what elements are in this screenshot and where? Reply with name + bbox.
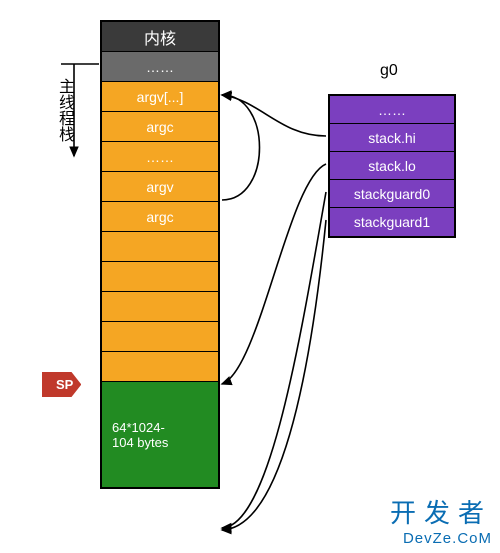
main-stack-cell: …… bbox=[102, 52, 218, 82]
arrow bbox=[222, 164, 326, 384]
side-label: 主线程栈 bbox=[52, 78, 76, 142]
main-stack-cell: …… bbox=[102, 142, 218, 172]
main-stack-cell bbox=[102, 352, 218, 382]
main-stack-cell: argv bbox=[102, 172, 218, 202]
g0-cell: stack.lo bbox=[330, 152, 454, 180]
sp-badge: SP bbox=[42, 372, 81, 397]
main-stack-cell: 内核 bbox=[102, 22, 218, 52]
main-stack-cell bbox=[102, 262, 218, 292]
g0-title: g0 bbox=[380, 62, 398, 80]
main-stack: 内核……argv[...]argc……argvargc64*1024- 104 … bbox=[100, 20, 220, 489]
arrow bbox=[222, 220, 326, 530]
main-stack-cell bbox=[102, 322, 218, 352]
g0-cell: …… bbox=[330, 96, 454, 124]
g0-cell: stackguard1 bbox=[330, 208, 454, 236]
g0-stack: ……stack.histack.lostackguard0stackguard1 bbox=[328, 94, 456, 238]
main-stack-cell: argc bbox=[102, 202, 218, 232]
main-stack-cell: argv[...] bbox=[102, 82, 218, 112]
g0-cell: stackguard0 bbox=[330, 180, 454, 208]
arrow bbox=[222, 192, 326, 528]
arrow bbox=[222, 95, 260, 200]
main-stack-green-block: 64*1024- 104 bytes bbox=[102, 382, 218, 487]
main-stack-cell: argc bbox=[102, 112, 218, 142]
watermark: 开发者 DevZe.CoM bbox=[390, 493, 492, 547]
watermark-en: DevZe.CoM bbox=[390, 530, 492, 547]
arrow bbox=[222, 95, 326, 136]
g0-cell: stack.hi bbox=[330, 124, 454, 152]
watermark-cn: 开发者 bbox=[390, 493, 492, 530]
main-stack-cell bbox=[102, 292, 218, 322]
main-stack-cell bbox=[102, 232, 218, 262]
